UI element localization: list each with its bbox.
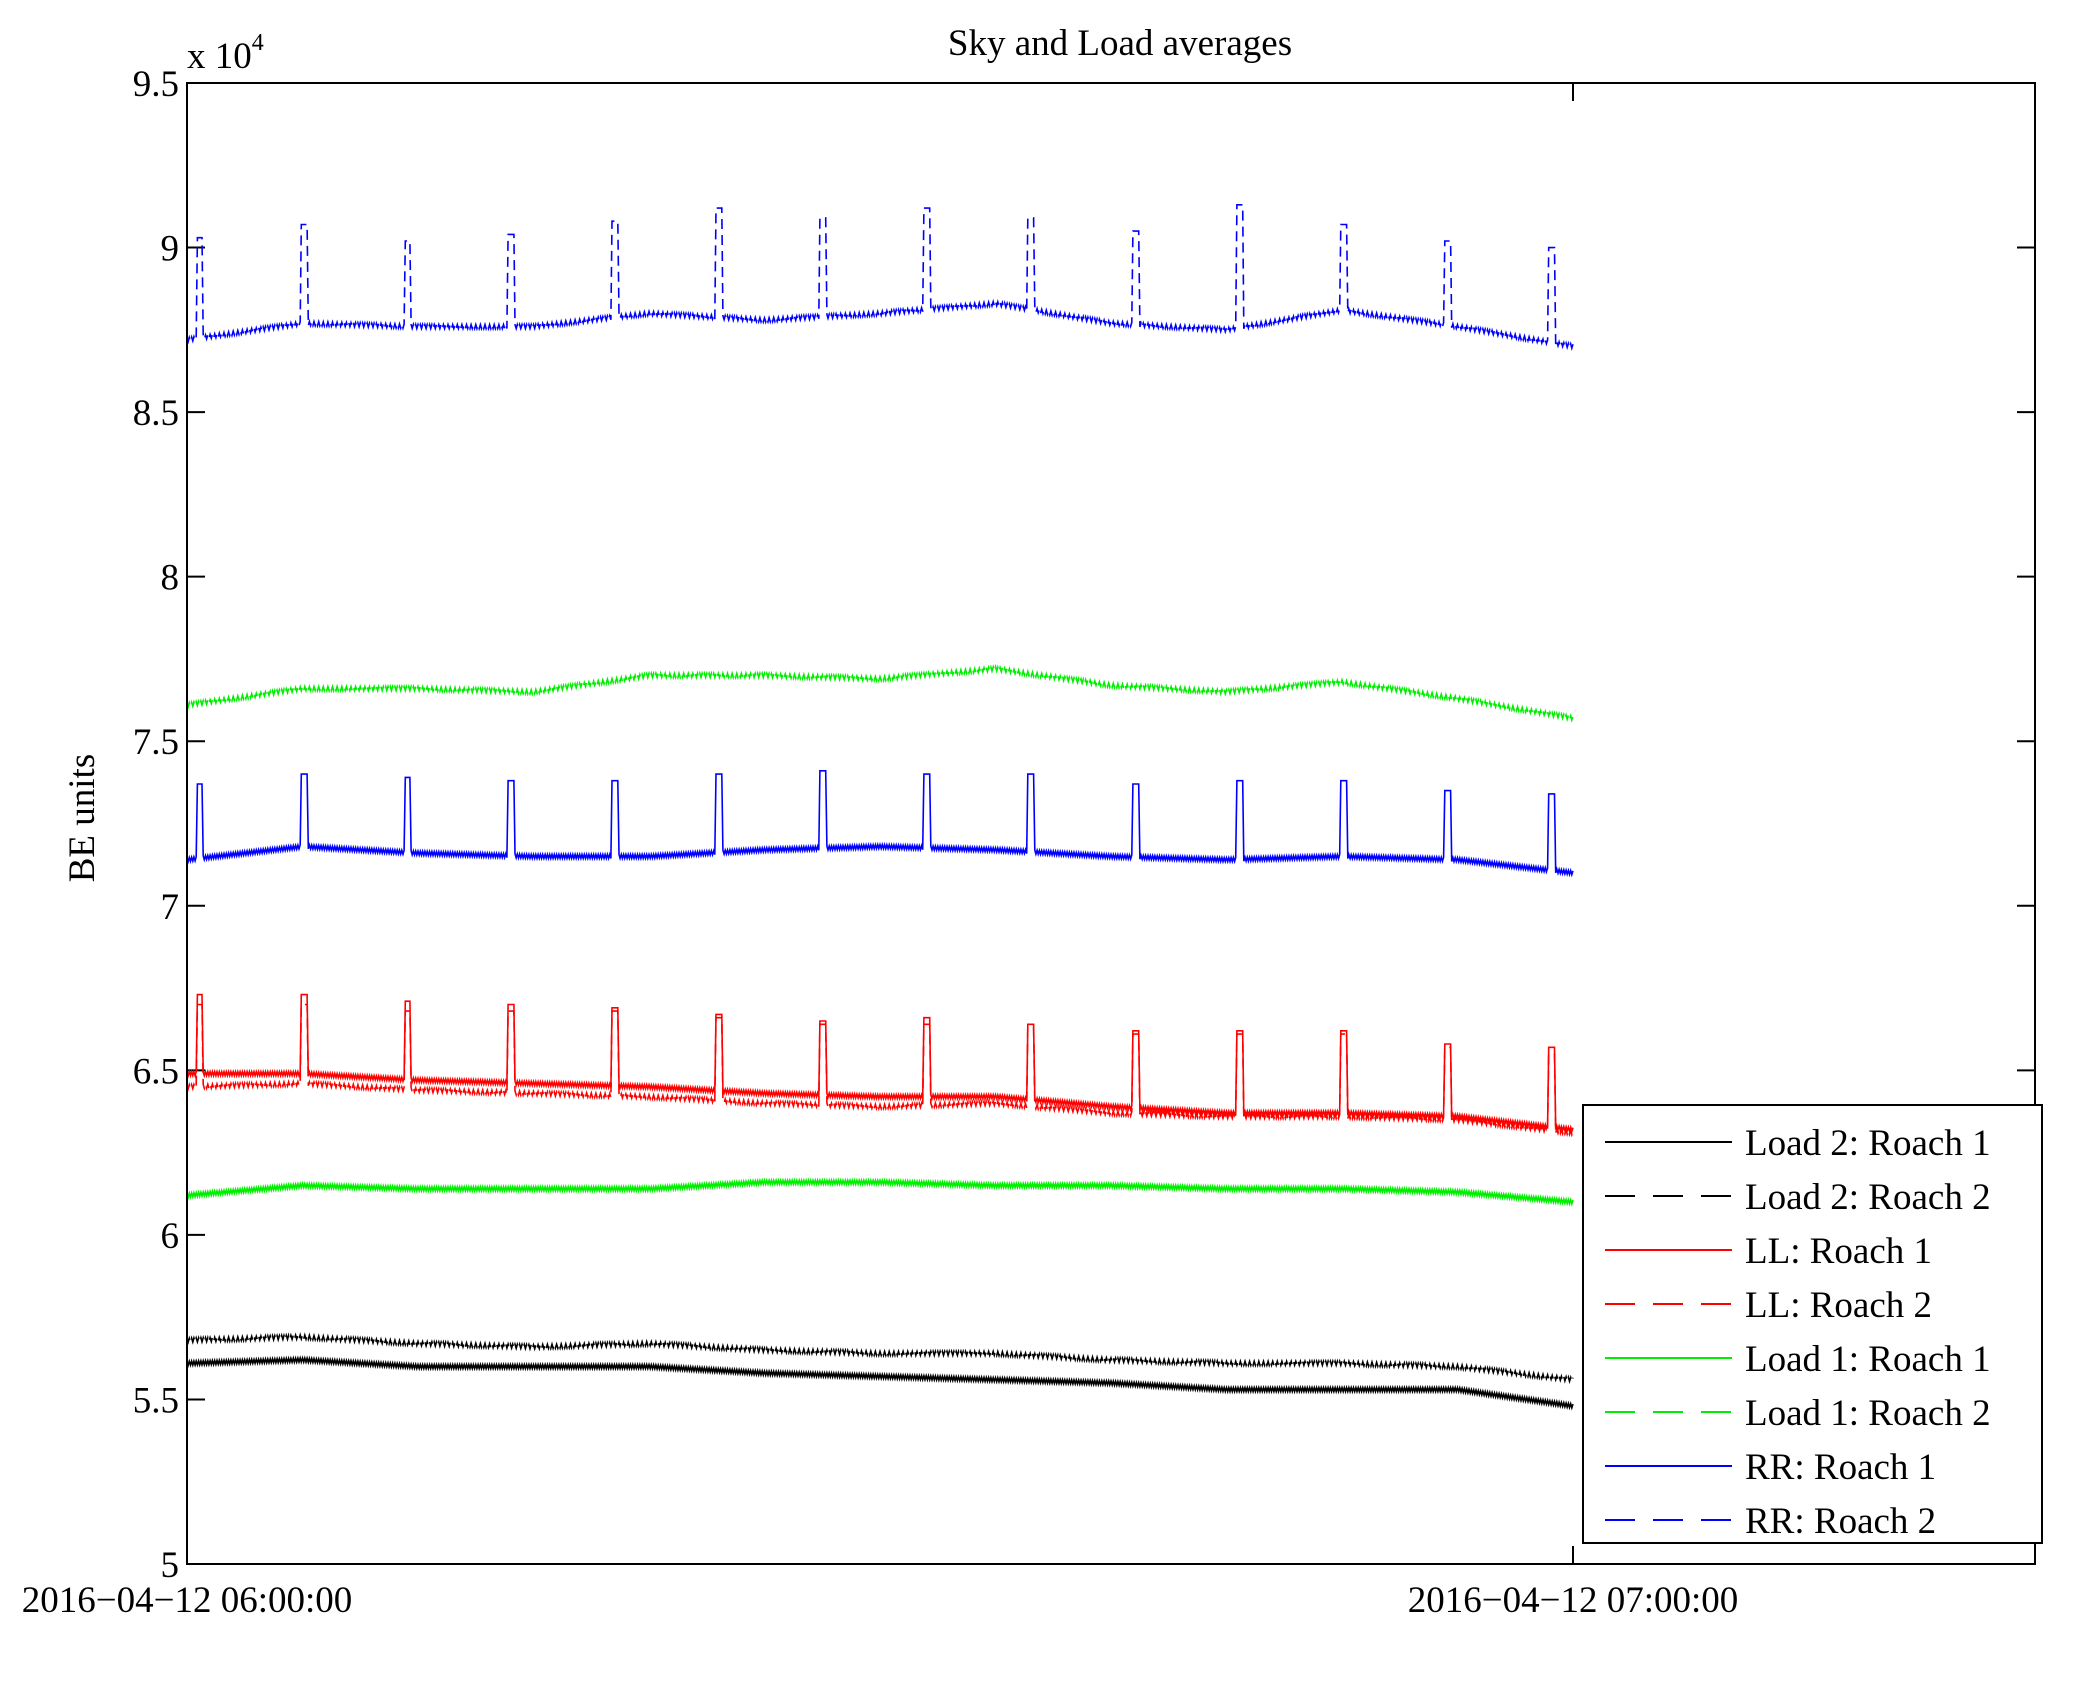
chart-title: Sky and Load averages — [948, 23, 1292, 64]
y-multiplier-base: x 10 — [187, 36, 252, 77]
y-tick-label: 7.5 — [133, 722, 179, 763]
y-tick-label: 5.5 — [133, 1380, 179, 1421]
y-tick-label: 5 — [161, 1545, 180, 1586]
series-line — [186, 1177, 1574, 1207]
legend-label: LL: Roach 2 — [1745, 1285, 1932, 1326]
legend-label: Load 1: Roach 2 — [1745, 1393, 1991, 1434]
series-line — [186, 770, 1574, 878]
series-line — [186, 1332, 1574, 1385]
y-tick-label: 6.5 — [133, 1051, 179, 1092]
axis-tick-labels: 5 5.5 6 6.5 7 7.5 8 8.5 9 9.5 2016−04−12 06:00:00 2… — [22, 64, 1739, 1621]
series-line — [186, 993, 1574, 1135]
legend-label: Load 2: Roach 1 — [1745, 1123, 1991, 1164]
y-tick-label: 6 — [161, 1216, 180, 1257]
x-tick-label: 2016−04−12 07:00:00 — [1408, 1580, 1739, 1621]
plot-area-frame — [186, 82, 2036, 1565]
legend-box — [1582, 1104, 2043, 1544]
y-tick-label: 7 — [161, 887, 180, 928]
series-line — [186, 204, 1574, 351]
legend: Load 2: Roach 1 Load 2: Roach 2 LL: Roach … — [1582, 1104, 2043, 1544]
y-axis-label: BE units — [62, 754, 103, 883]
series-line — [186, 1003, 1574, 1138]
y-tick-label: 8 — [161, 558, 180, 599]
y-tick-label: 9.5 — [133, 64, 179, 105]
series-line — [186, 663, 1574, 723]
legend-label: Load 1: Roach 1 — [1745, 1339, 1991, 1380]
x-tick-label: 2016−04−12 06:00:00 — [22, 1580, 353, 1621]
series-line — [186, 1355, 1574, 1411]
y-multiplier-exponent: 4 — [252, 30, 264, 56]
legend-label: LL: Roach 1 — [1745, 1231, 1932, 1272]
series-layer — [186, 204, 1574, 1411]
y-tick-label: 9 — [161, 229, 180, 270]
legend-label: RR: Roach 2 — [1745, 1501, 1936, 1542]
y-multiplier-label: x 104 — [187, 30, 264, 77]
legend-label: RR: Roach 1 — [1745, 1447, 1936, 1488]
legend-label: Load 2: Roach 2 — [1745, 1177, 1991, 1218]
y-tick-label: 8.5 — [133, 393, 179, 434]
